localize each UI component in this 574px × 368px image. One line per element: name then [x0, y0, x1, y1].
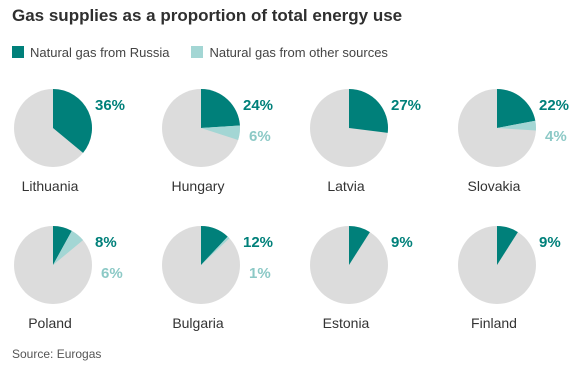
data-label-russia-poland: 8% [95, 234, 117, 251]
pie-slice-other-slovakia [497, 120, 536, 131]
pie-slice-russia-slovakia [497, 89, 536, 128]
pie-slice-other-poland [53, 230, 84, 265]
pie-slice-russia-poland [53, 226, 72, 265]
legend: Natural gas from Russia Natural gas from… [12, 44, 388, 60]
legend-swatch-other [191, 46, 204, 58]
data-label-russia-hungary: 24% [243, 97, 273, 114]
country-label-poland: Poland [28, 315, 72, 331]
chart-title: Gas supplies as a proportion of total en… [12, 6, 403, 25]
data-label-russia-slovakia: 22% [539, 97, 569, 114]
data-label-russia-finland: 9% [539, 234, 561, 251]
pie-slovakia: 22% 4% Slovakia [458, 89, 569, 194]
pie-poland: 8% 6% Poland [14, 226, 123, 331]
data-label-other-slovakia: 4% [545, 128, 567, 145]
data-label-russia-lithuania: 36% [95, 97, 125, 114]
data-label-russia-latvia: 27% [391, 97, 421, 114]
country-label-slovakia: Slovakia [468, 178, 521, 194]
country-label-lithuania: Lithuania [22, 178, 79, 194]
pie-bulgaria: 12% 1% Bulgaria [162, 226, 273, 331]
legend-swatch-russia [12, 46, 24, 58]
data-label-russia-estonia: 9% [391, 234, 413, 251]
pie-slice-russia-hungary [201, 89, 240, 128]
source-note: Source: Eurogas [12, 347, 102, 361]
pie-lithuania: 36% Lithuania [14, 89, 125, 194]
pie-latvia: 27% Latvia [310, 89, 421, 194]
pie-slice-russia-finland [497, 226, 518, 265]
pie-slice-other-hungary [201, 125, 240, 141]
pie-slice-russia-estonia [349, 226, 370, 265]
data-label-other-hungary: 6% [249, 128, 271, 145]
data-label-other-poland: 6% [101, 265, 123, 282]
pie-hungary: 24% 6% Hungary [162, 89, 273, 194]
country-label-hungary: Hungary [172, 178, 225, 194]
country-label-finland: Finland [471, 315, 517, 331]
legend-item-russia: Natural gas from Russia [12, 45, 169, 60]
pie-slice-russia-latvia [349, 89, 388, 133]
pie-finland: 9% Finland [458, 226, 561, 331]
pie-slice-other-bulgaria [201, 236, 230, 265]
pie-slice-russia-bulgaria [201, 226, 228, 265]
legend-label-other: Natural gas from other sources [209, 44, 388, 60]
legend-label-russia: Natural gas from Russia [30, 44, 170, 60]
data-label-other-bulgaria: 1% [249, 265, 271, 282]
country-label-bulgaria: Bulgaria [172, 315, 224, 331]
pie-estonia: 9% Estonia [310, 226, 413, 331]
pie-slice-russia-lithuania [53, 89, 93, 153]
country-label-latvia: Latvia [327, 178, 365, 194]
country-label-estonia: Estonia [323, 315, 370, 331]
legend-item-other: Natural gas from other sources [191, 44, 388, 60]
data-label-russia-bulgaria: 12% [243, 234, 273, 251]
